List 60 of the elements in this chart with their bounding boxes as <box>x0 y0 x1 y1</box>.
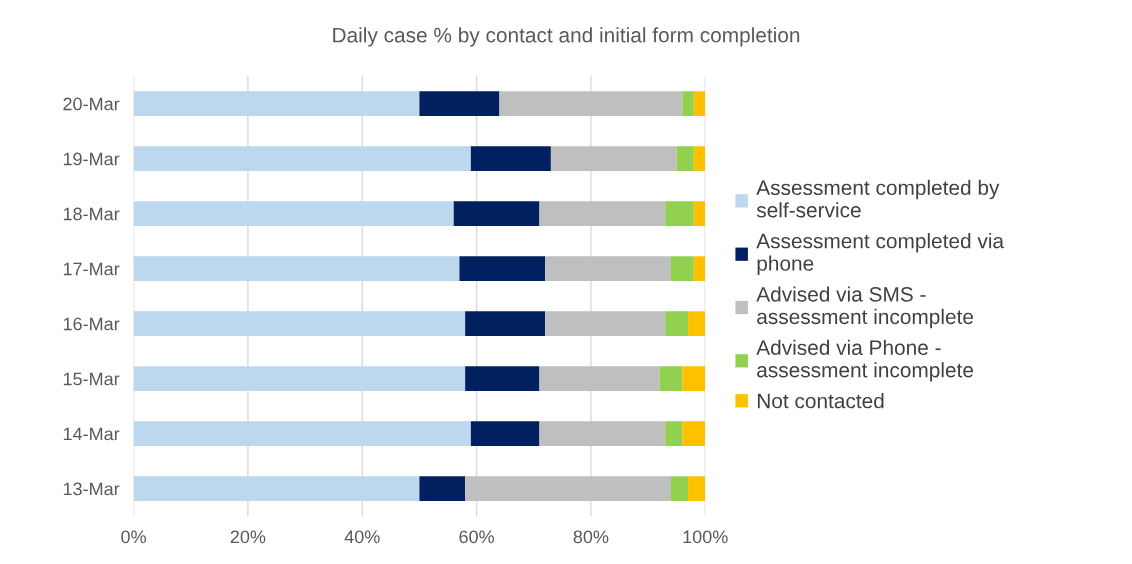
x-tick-label: 60% <box>459 530 494 544</box>
bar <box>665 201 694 226</box>
bar <box>459 256 546 281</box>
bar <box>545 311 666 336</box>
bar <box>453 201 540 226</box>
x-tick-label: 100% <box>683 530 728 544</box>
bar <box>539 421 666 446</box>
x-tick-label: 20% <box>230 530 266 544</box>
bar <box>465 366 540 391</box>
chart-title: Daily case % by contact and initial form completion <box>333 27 800 47</box>
bar <box>682 421 706 446</box>
bar <box>676 146 694 171</box>
bar <box>688 476 706 501</box>
bar <box>419 476 466 501</box>
bar <box>133 146 471 171</box>
legend-label: Assessment completed via phone <box>756 233 1005 275</box>
bar <box>693 256 706 281</box>
bar <box>539 201 666 226</box>
bar <box>665 421 683 446</box>
bar <box>133 421 471 446</box>
y-tick-label: 13-Mar <box>63 482 120 496</box>
bar <box>545 256 671 281</box>
bar <box>470 146 551 171</box>
bar <box>670 256 694 281</box>
y-tick-label: 17-Mar <box>63 262 120 276</box>
bar <box>670 476 689 501</box>
legend-label: Advised via SMS - assessment incomplete <box>756 286 974 329</box>
y-tick-label: 19-Mar <box>63 152 120 166</box>
bar <box>682 91 694 117</box>
bar <box>465 476 671 501</box>
bar <box>133 201 454 226</box>
bar <box>693 201 706 226</box>
x-tick-label: 40% <box>344 530 380 544</box>
bar <box>693 91 706 117</box>
y-tick-label: 18-Mar <box>63 207 120 221</box>
bar <box>133 476 420 501</box>
bar <box>470 421 540 446</box>
bar <box>133 311 466 336</box>
x-tick-label: 80% <box>573 530 609 544</box>
bar <box>133 256 460 281</box>
bar <box>133 366 466 391</box>
bar <box>688 311 706 336</box>
y-tick-label: 16-Mar <box>63 317 120 331</box>
y-tick-label: 15-Mar <box>63 372 120 386</box>
legend-label: Advised via Phone - assessment incomplete <box>756 339 974 382</box>
bar <box>550 146 677 171</box>
y-tick-label: 14-Mar <box>63 427 120 441</box>
x-tick-label: 0% <box>121 530 146 544</box>
bar <box>659 366 683 391</box>
bar <box>133 91 420 117</box>
bar <box>499 91 683 117</box>
legend-label: Not contacted <box>757 393 884 409</box>
legend-label: Assessment completed by self-service <box>756 179 1000 218</box>
bar <box>539 366 660 391</box>
bar <box>419 91 500 117</box>
bar <box>465 311 546 336</box>
bar <box>682 366 706 391</box>
y-tick-label: 20-Mar <box>63 97 120 111</box>
bar <box>665 311 689 336</box>
bar <box>693 146 706 171</box>
